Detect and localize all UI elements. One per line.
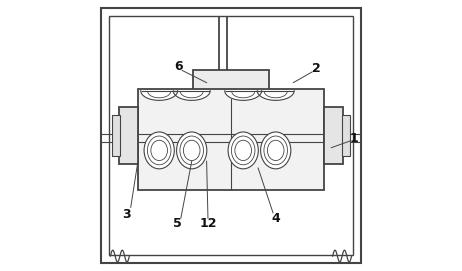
Ellipse shape xyxy=(144,132,174,169)
Ellipse shape xyxy=(147,136,171,165)
Ellipse shape xyxy=(151,140,168,160)
Bar xyxy=(109,16,353,255)
Polygon shape xyxy=(257,91,294,100)
Ellipse shape xyxy=(176,132,207,169)
Bar xyxy=(342,115,350,156)
Bar xyxy=(193,70,269,91)
Text: 4: 4 xyxy=(271,212,280,225)
Text: 3: 3 xyxy=(122,208,131,221)
Bar xyxy=(138,89,324,190)
Text: 2: 2 xyxy=(312,62,321,75)
Ellipse shape xyxy=(235,140,251,160)
Ellipse shape xyxy=(267,140,284,160)
Bar xyxy=(119,107,138,164)
Ellipse shape xyxy=(180,136,203,165)
Ellipse shape xyxy=(261,132,291,169)
Text: 1: 1 xyxy=(349,132,358,145)
Ellipse shape xyxy=(231,136,255,165)
Text: 5: 5 xyxy=(173,217,182,230)
Text: 12: 12 xyxy=(200,217,217,230)
Text: 6: 6 xyxy=(174,60,182,73)
Bar xyxy=(324,107,343,164)
Ellipse shape xyxy=(183,140,200,160)
Ellipse shape xyxy=(228,132,258,169)
Polygon shape xyxy=(173,91,210,100)
Bar xyxy=(112,115,120,156)
Polygon shape xyxy=(225,91,261,100)
Ellipse shape xyxy=(264,136,287,165)
Polygon shape xyxy=(141,91,177,100)
